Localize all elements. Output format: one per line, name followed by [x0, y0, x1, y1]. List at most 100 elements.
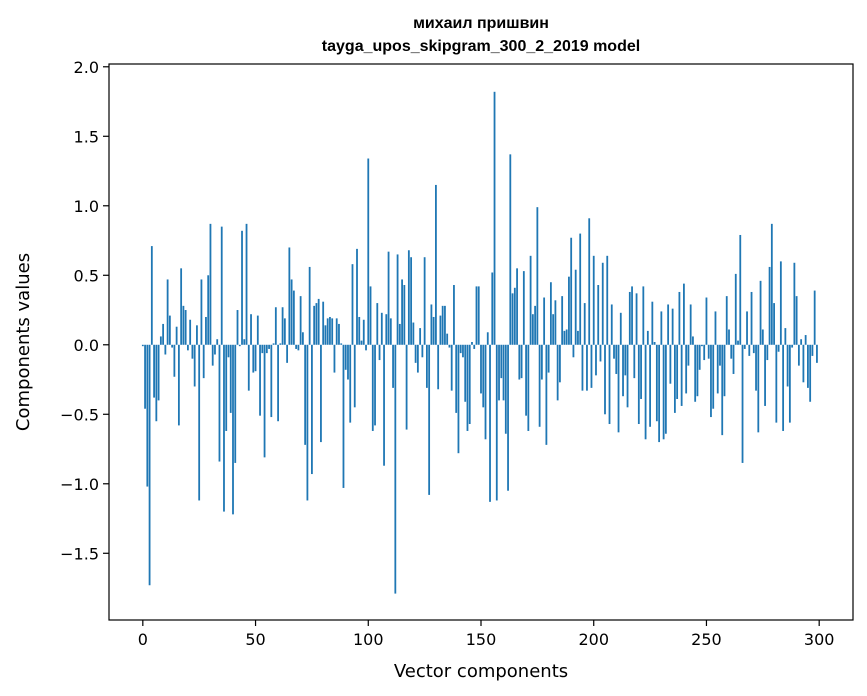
bar-128: [430, 304, 433, 345]
bar-210: [615, 344, 618, 374]
bar-47: [247, 344, 250, 391]
bar-96: [358, 316, 361, 345]
chart-title-line-1: михаил пришвин: [413, 15, 549, 32]
bar-226: [651, 301, 654, 345]
bar-187: [563, 330, 566, 345]
bar-86: [335, 318, 338, 345]
bar-170: [525, 344, 527, 416]
bar-231: [662, 344, 665, 440]
bar-176: [538, 344, 541, 427]
bar-7: [157, 344, 160, 401]
bar-84: [331, 318, 334, 345]
bar-144: [466, 344, 469, 431]
bar-252: [710, 344, 712, 418]
bar-205: [604, 344, 606, 415]
chart-title-line-2: tayga_upos_skipgram_300_2_2019 model: [322, 38, 640, 55]
bar-21: [189, 319, 192, 345]
bar-3: [148, 344, 151, 586]
bar-165: [513, 287, 516, 345]
bar-97: [360, 340, 363, 345]
bar-130: [435, 184, 437, 345]
bar-58: [272, 343, 275, 345]
bar-295: [807, 344, 809, 388]
bar-133: [441, 305, 444, 345]
bar-221: [640, 344, 642, 399]
bar-27: [202, 344, 205, 379]
bar-171: [527, 344, 530, 431]
bar-65: [288, 247, 291, 345]
bar-228: [655, 344, 658, 422]
bar-264: [737, 340, 739, 345]
bar-24: [196, 325, 198, 345]
bar-198: [588, 218, 591, 345]
bar-78: [317, 298, 320, 345]
bar-197: [586, 344, 588, 391]
bar-247: [698, 344, 701, 370]
bar-71: [301, 332, 304, 345]
bar-277: [766, 344, 769, 361]
bar-67: [292, 290, 295, 345]
bar-191: [572, 344, 575, 358]
bar-184: [556, 344, 559, 401]
bar-217: [631, 286, 633, 345]
y-axis-ticks: −1.5 −1.0 −0.5 0.0 0.5 1.0 1.5 2.0: [60, 58, 109, 563]
bar-37: [225, 344, 228, 431]
bar-200: [592, 255, 595, 345]
bar-147: [473, 344, 476, 349]
bar-11: [166, 279, 169, 345]
bar-209: [613, 344, 615, 359]
bar-263: [734, 273, 737, 345]
bar-77: [315, 303, 318, 345]
bar-183: [554, 300, 557, 345]
bar-213: [622, 344, 624, 397]
bar-262: [732, 344, 735, 374]
bar-233: [667, 304, 670, 345]
bar-161: [504, 344, 507, 434]
bar-76: [313, 305, 316, 345]
bar-116: [403, 285, 406, 345]
bar-56: [268, 344, 270, 349]
bar-41: [234, 344, 237, 463]
bar-122: [416, 344, 419, 373]
bar-35: [220, 226, 223, 345]
bar-167: [518, 344, 521, 380]
bar-104: [376, 303, 379, 345]
y-tick-label: 2.0: [74, 58, 99, 77]
bar-232: [664, 344, 667, 434]
bar-211: [617, 344, 620, 433]
bar-75: [311, 344, 313, 475]
bar-135: [446, 333, 449, 345]
bar-270: [750, 291, 753, 345]
bar-190: [570, 237, 573, 345]
bar-10: [164, 344, 167, 355]
bar-87: [338, 323, 340, 345]
bar-291: [797, 344, 800, 366]
bar-145: [468, 344, 471, 425]
bar-208: [610, 304, 613, 345]
bar-107: [383, 344, 385, 466]
bar-186: [561, 296, 564, 345]
bar-59: [274, 307, 277, 345]
bar-105: [378, 344, 381, 361]
bar-39: [229, 344, 232, 413]
y-tick-label: 1.0: [74, 197, 99, 216]
bar-185: [559, 344, 561, 383]
bar-294: [804, 335, 807, 345]
bar-162: [507, 344, 509, 491]
x-tick-label: 200: [578, 630, 609, 649]
bar-292: [800, 339, 803, 345]
bar-257: [721, 344, 724, 436]
bar-216: [628, 291, 631, 345]
bar-114: [398, 323, 401, 345]
y-tick-label: −0.5: [60, 405, 99, 424]
bar-31: [211, 344, 214, 366]
bar-220: [637, 344, 640, 425]
bar-51: [256, 315, 259, 345]
bar-215: [626, 344, 629, 408]
bar-290: [795, 296, 798, 345]
bar-203: [599, 344, 602, 362]
bar-49: [252, 344, 255, 373]
bar-142: [462, 344, 464, 358]
bar-69: [297, 344, 300, 351]
bar-260: [728, 329, 730, 345]
